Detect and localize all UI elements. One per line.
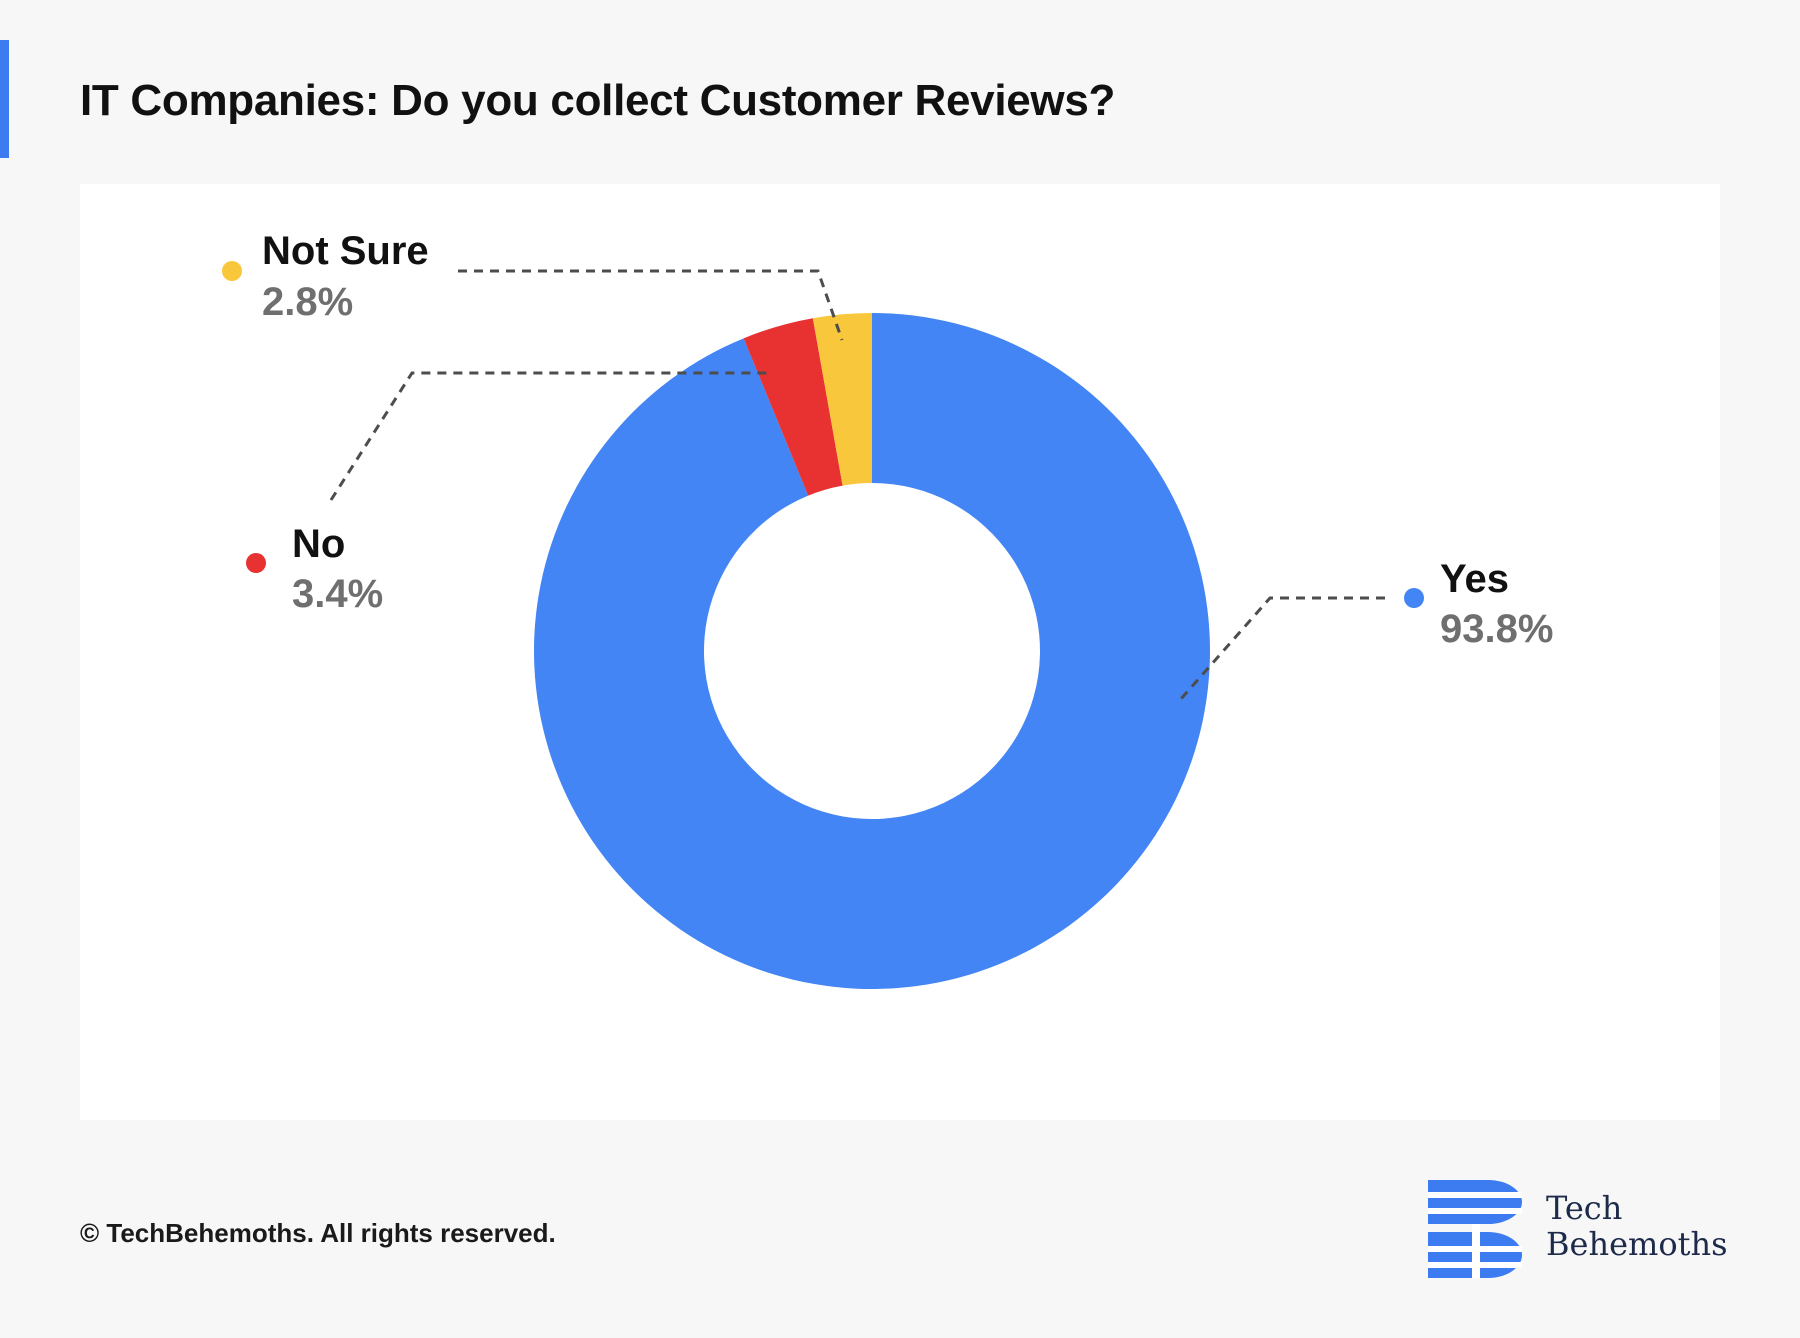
- data-label-no: 3.4%: [292, 572, 383, 616]
- accent-bar: [0, 40, 9, 158]
- logo-text: Tech Behemoths: [1546, 1190, 1728, 1262]
- chart-title: IT Companies: Do you collect Customer Re…: [80, 76, 1116, 125]
- slice-no: [743, 318, 843, 496]
- leader-line-yes: [1178, 596, 1385, 701]
- data-label-not-sure: 2.8%: [262, 280, 353, 324]
- data-label-yes: 93.8%: [1440, 607, 1553, 651]
- techbehemoths-logo[interactable]: Tech Behemoths: [1428, 1180, 1728, 1280]
- legend-label-no: No: [292, 522, 345, 566]
- techbehemoths-logo-icon: [1428, 1180, 1522, 1278]
- legend-label-yes: Yes: [1440, 557, 1509, 601]
- legend-dot-not-sure: [222, 261, 242, 281]
- leader-line-no: [329, 371, 772, 501]
- legend-label-not-sure: Not Sure: [262, 229, 429, 273]
- copyright-text: © TechBehemoths. All rights reserved.: [80, 1218, 556, 1248]
- logo-text-line2: Behemoths: [1546, 1225, 1728, 1263]
- slice-yes: [534, 313, 1211, 989]
- leader-line-not-sure: [458, 269, 844, 341]
- slice-not-sure: [812, 313, 872, 486]
- legend-dot-no: [246, 553, 266, 573]
- logo-text-line1: Tech: [1546, 1189, 1623, 1227]
- legend-dot-yes: [1404, 588, 1424, 608]
